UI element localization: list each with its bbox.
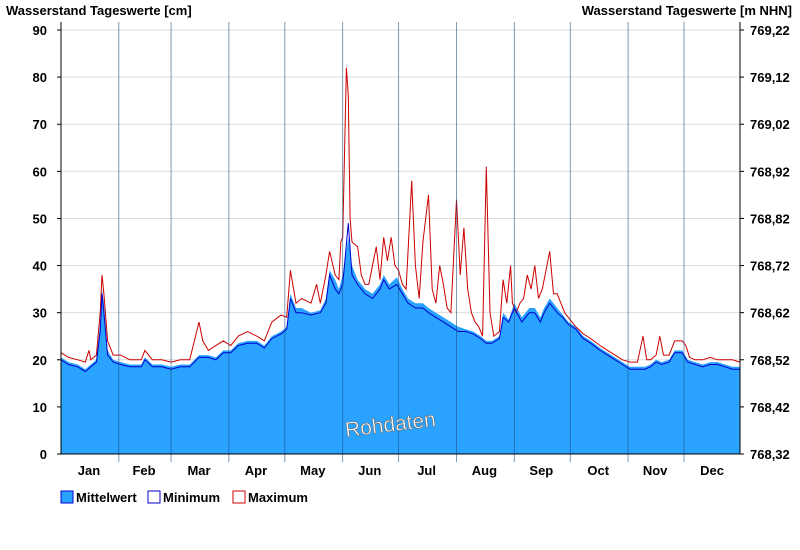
month-label: Apr: [245, 463, 267, 478]
left-axis-title: Wasserstand Tageswerte [cm]: [6, 3, 192, 18]
left-y-ticks: 0 10 20 30 40 50 60 70 80 90: [33, 23, 61, 462]
legend: Mittelwert Minimum Maximum: [60, 490, 308, 505]
left-tick-label: 20: [33, 353, 47, 368]
left-tick-label: 30: [33, 306, 47, 321]
left-tick-label: 10: [33, 400, 47, 415]
month-label: Dec: [700, 463, 724, 478]
month-label: Jul: [417, 463, 436, 478]
right-tick-label: 768,72: [750, 259, 790, 274]
month-label: Oct: [587, 463, 609, 478]
right-tick-label: 769,22: [750, 23, 790, 38]
right-tick-label: 769,02: [750, 117, 790, 132]
left-tick-label: 50: [33, 211, 47, 226]
month-label: Aug: [472, 463, 497, 478]
month-label: Sep: [529, 463, 553, 478]
legend-swatch-mittelwert: [60, 490, 74, 504]
right-tick-label: 768,32: [750, 447, 790, 462]
grid-lines: [61, 29, 740, 408]
month-separators: [118, 22, 685, 462]
right-axis-title: Wasserstand Tageswerte [m NHN]: [582, 3, 792, 18]
right-y-ticks: 768,32 768,42 768,52 768,62 768,72 768,82 768,…: [740, 23, 790, 462]
left-tick-label: 60: [33, 164, 47, 179]
series-minimum-line: [60, 223, 740, 373]
legend-label-maximum: Maximum: [248, 490, 308, 505]
month-label: May: [300, 463, 326, 478]
legend-label-minimum: Minimum: [163, 490, 220, 505]
left-tick-label: 0: [40, 447, 47, 462]
right-tick-label: 768,62: [750, 306, 790, 321]
right-tick-label: 769,12: [750, 70, 790, 85]
legend-label-mittelwert: Mittelwert: [76, 490, 137, 505]
month-label: Nov: [643, 463, 668, 478]
right-tick-label: 768,52: [750, 353, 790, 368]
month-tick-labels: Jan Feb Mar Apr May Jun Jul Aug Sep Oct Nov Dec: [78, 463, 724, 478]
month-label: Jun: [358, 463, 381, 478]
right-tick-label: 768,82: [750, 211, 790, 226]
month-label: Feb: [132, 463, 155, 478]
legend-swatch-minimum: [147, 490, 161, 504]
right-tick-label: 768,92: [750, 164, 790, 179]
legend-swatch-maximum: [232, 490, 246, 504]
month-label: Jan: [78, 463, 100, 478]
series-maximum-line: [60, 67, 741, 363]
month-label: Mar: [187, 463, 210, 478]
left-tick-label: 80: [33, 70, 47, 85]
right-tick-label: 768,42: [750, 400, 790, 415]
left-tick-label: 70: [33, 117, 47, 132]
left-tick-label: 90: [33, 23, 47, 38]
plot-area: [60, 67, 741, 454]
left-tick-label: 40: [33, 259, 47, 274]
